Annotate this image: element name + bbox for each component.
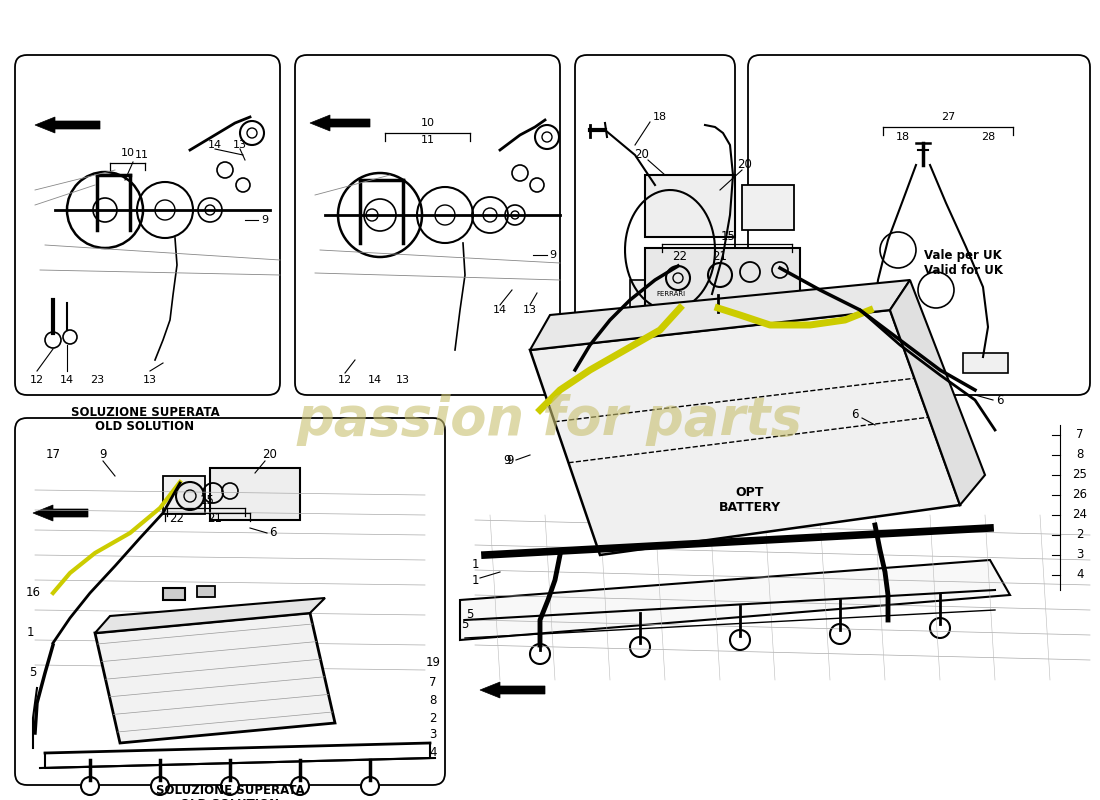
Text: 10: 10 bbox=[421, 118, 434, 128]
Text: 22: 22 bbox=[169, 511, 185, 525]
Text: 8: 8 bbox=[429, 694, 437, 707]
Polygon shape bbox=[530, 280, 910, 350]
Polygon shape bbox=[95, 598, 324, 633]
Text: Valid for UK: Valid for UK bbox=[924, 263, 1002, 277]
Text: passion for parts: passion for parts bbox=[297, 394, 803, 446]
Text: OLD SOLUTION: OLD SOLUTION bbox=[180, 798, 279, 800]
Text: 3: 3 bbox=[429, 729, 437, 742]
Text: 11: 11 bbox=[135, 150, 149, 160]
Circle shape bbox=[176, 482, 204, 510]
Text: 5: 5 bbox=[466, 609, 474, 622]
Text: 14: 14 bbox=[208, 140, 222, 150]
Text: 21: 21 bbox=[713, 250, 727, 262]
Polygon shape bbox=[460, 560, 1010, 640]
Text: 21: 21 bbox=[208, 511, 222, 525]
Text: 16: 16 bbox=[25, 586, 41, 599]
Text: 10: 10 bbox=[121, 148, 135, 158]
Text: 1: 1 bbox=[26, 626, 34, 639]
Text: 15: 15 bbox=[199, 494, 214, 506]
Circle shape bbox=[690, 312, 746, 368]
Text: 13: 13 bbox=[522, 305, 537, 315]
Bar bbox=[163, 476, 205, 514]
Circle shape bbox=[361, 777, 379, 795]
Text: 5: 5 bbox=[30, 666, 36, 679]
Text: 13: 13 bbox=[396, 375, 410, 385]
Text: 9: 9 bbox=[262, 215, 268, 225]
Text: 14: 14 bbox=[59, 375, 74, 385]
Text: 13: 13 bbox=[233, 140, 248, 150]
Bar bbox=[962, 353, 1008, 373]
Text: 2: 2 bbox=[1076, 529, 1084, 542]
Bar bbox=[742, 185, 794, 230]
Text: 1: 1 bbox=[471, 574, 478, 586]
Polygon shape bbox=[35, 117, 100, 133]
Circle shape bbox=[151, 777, 169, 795]
Polygon shape bbox=[890, 280, 984, 505]
Text: 12: 12 bbox=[30, 375, 44, 385]
Bar bbox=[210, 468, 300, 520]
Bar bbox=[197, 586, 215, 597]
Bar bbox=[630, 280, 712, 308]
Text: 7: 7 bbox=[429, 677, 437, 690]
Text: 6: 6 bbox=[851, 409, 859, 422]
Text: 26: 26 bbox=[1072, 489, 1088, 502]
Bar bbox=[645, 248, 800, 308]
Polygon shape bbox=[95, 613, 336, 743]
Bar bbox=[163, 588, 185, 600]
Text: 9: 9 bbox=[506, 454, 514, 466]
Text: OLD SOLUTION: OLD SOLUTION bbox=[96, 421, 195, 434]
Polygon shape bbox=[33, 505, 88, 521]
Text: 14: 14 bbox=[367, 375, 382, 385]
Text: 27: 27 bbox=[940, 112, 955, 122]
Text: 1: 1 bbox=[471, 558, 478, 571]
Text: 18: 18 bbox=[653, 112, 667, 122]
Circle shape bbox=[730, 630, 750, 650]
Text: 5: 5 bbox=[461, 618, 469, 631]
Text: SOLUZIONE SUPERATA: SOLUZIONE SUPERATA bbox=[155, 783, 305, 797]
Text: 17: 17 bbox=[45, 449, 60, 462]
Bar bbox=[848, 350, 898, 372]
Text: 25: 25 bbox=[1072, 469, 1088, 482]
Text: 24: 24 bbox=[1072, 509, 1088, 522]
Circle shape bbox=[292, 777, 309, 795]
Polygon shape bbox=[480, 682, 544, 698]
Text: 7: 7 bbox=[1076, 429, 1084, 442]
Text: 2: 2 bbox=[429, 711, 437, 725]
Text: 4: 4 bbox=[1076, 569, 1084, 582]
Text: 9: 9 bbox=[549, 250, 557, 260]
Text: 14: 14 bbox=[493, 305, 507, 315]
Circle shape bbox=[530, 644, 550, 664]
Circle shape bbox=[830, 624, 850, 644]
Text: 23: 23 bbox=[90, 375, 104, 385]
Text: 6: 6 bbox=[270, 526, 277, 539]
Text: 20: 20 bbox=[738, 158, 752, 171]
Circle shape bbox=[81, 777, 99, 795]
Text: FERRARI: FERRARI bbox=[657, 291, 685, 297]
Text: 18: 18 bbox=[895, 132, 910, 142]
Text: OPT
BATTERY: OPT BATTERY bbox=[719, 486, 781, 514]
Text: 19: 19 bbox=[426, 657, 440, 670]
Text: 4: 4 bbox=[429, 746, 437, 758]
Text: 8: 8 bbox=[1076, 449, 1084, 462]
Text: 15: 15 bbox=[720, 230, 736, 243]
Text: 11: 11 bbox=[421, 135, 434, 145]
Text: Vale per UK: Vale per UK bbox=[924, 249, 1002, 262]
Text: 22: 22 bbox=[672, 250, 688, 262]
Text: 9: 9 bbox=[504, 454, 510, 466]
Text: 9: 9 bbox=[99, 449, 107, 462]
Polygon shape bbox=[310, 115, 370, 131]
Circle shape bbox=[630, 637, 650, 657]
Text: SOLUZIONE SUPERATA: SOLUZIONE SUPERATA bbox=[70, 406, 219, 418]
Text: 20: 20 bbox=[263, 449, 277, 462]
Circle shape bbox=[221, 777, 239, 795]
Text: 13: 13 bbox=[143, 375, 157, 385]
Text: 20: 20 bbox=[635, 149, 649, 162]
Text: 6: 6 bbox=[997, 394, 1003, 406]
Polygon shape bbox=[530, 310, 960, 555]
Text: 12: 12 bbox=[338, 375, 352, 385]
Text: 3: 3 bbox=[1076, 549, 1084, 562]
Circle shape bbox=[930, 618, 950, 638]
Bar bbox=[645, 175, 735, 237]
Text: 28: 28 bbox=[981, 132, 996, 142]
